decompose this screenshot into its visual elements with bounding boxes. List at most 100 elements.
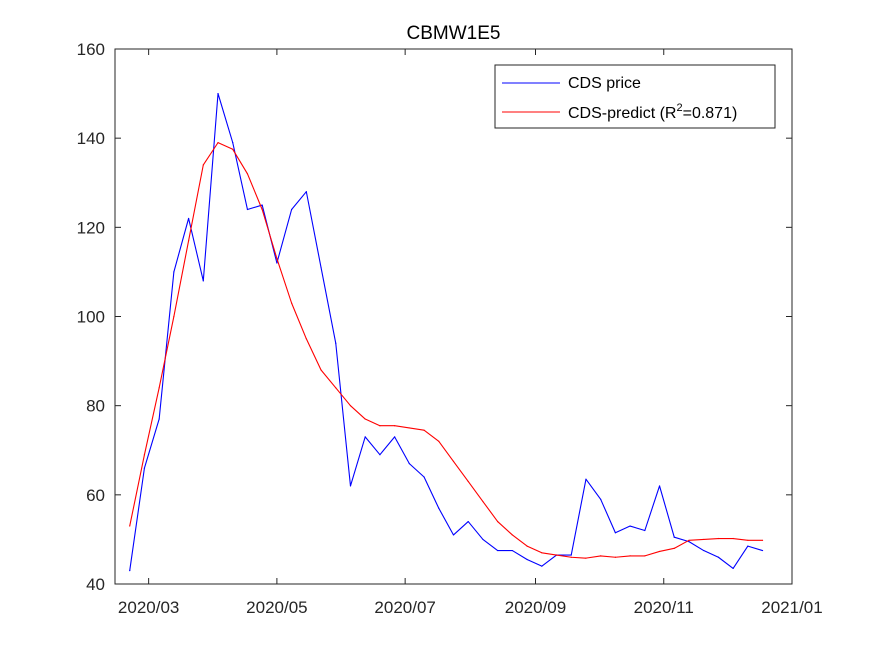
data-point (246, 173, 249, 175)
data-point (232, 148, 234, 150)
data-point (143, 467, 146, 469)
data-point (320, 266, 322, 269)
data-point (482, 500, 484, 503)
data-point (305, 191, 307, 193)
data-point (467, 520, 469, 523)
ticks-layer: 2020/03 2020/05 2020/07 2020/09 2020/11 2021/… (77, 40, 823, 617)
y-tick-label: 100 (77, 308, 105, 327)
y-tick-label: 120 (77, 218, 105, 237)
y-tick-label: 160 (77, 40, 105, 59)
data-point (423, 429, 425, 431)
data-point (541, 552, 543, 554)
data-point (717, 556, 720, 558)
data-point (217, 92, 219, 95)
data-point (570, 556, 572, 558)
data-point (394, 425, 396, 427)
data-point (688, 539, 690, 541)
legend-label-cds-predict-suffix: =0.871) (683, 105, 738, 122)
data-point (555, 554, 558, 556)
data-point (438, 440, 440, 442)
data-point (703, 538, 705, 541)
data-point (511, 549, 513, 552)
data-point (187, 217, 190, 220)
legend-label-cds-predict-prefix: CDS-predict (R (568, 105, 676, 122)
data-point (261, 208, 263, 211)
data-point (526, 558, 528, 561)
data-point (158, 418, 160, 420)
data-point (232, 142, 234, 144)
data-point (629, 525, 631, 527)
data-point (187, 240, 190, 242)
data-point (747, 539, 749, 541)
data-point (614, 532, 616, 534)
chart-title: CBMW1E5 (407, 23, 501, 44)
data-point (335, 342, 337, 344)
data-point (349, 485, 352, 487)
legend-label-cds-price: CDS price (568, 75, 641, 92)
data-point (129, 525, 131, 527)
data-point (717, 537, 720, 540)
data-point (394, 436, 396, 438)
data-point (364, 436, 366, 438)
data-point (585, 478, 587, 480)
data-point (291, 208, 293, 211)
data-point (291, 302, 293, 304)
y-tick-label: 40 (86, 575, 105, 594)
y-tick-label: 140 (77, 129, 105, 148)
data-point (349, 405, 352, 407)
data-point (600, 498, 602, 500)
x-tick-label: 2021/01 (761, 598, 822, 617)
data-point (688, 541, 690, 543)
data-point (173, 271, 175, 273)
data-point (658, 550, 661, 553)
data-point (173, 315, 175, 318)
data-point (408, 427, 410, 429)
y-tick-label: 80 (86, 397, 105, 416)
data-point (202, 280, 204, 282)
data-point (364, 418, 366, 420)
data-point (379, 425, 381, 427)
data-point (246, 208, 249, 211)
data-point (379, 454, 381, 456)
data-point (732, 567, 734, 570)
data-point (600, 555, 602, 557)
data-point (467, 480, 469, 483)
series-line-1 (129, 142, 763, 559)
series-layer (129, 92, 764, 572)
data-point (658, 485, 661, 487)
data-point (644, 529, 646, 532)
data-point (497, 549, 499, 552)
series-1 (129, 142, 764, 559)
data-point (585, 557, 587, 559)
x-tick-label: 2020/11 (634, 598, 694, 617)
data-point (202, 164, 204, 166)
data-point (497, 520, 499, 523)
y-tick-label: 60 (86, 486, 105, 505)
x-tick-label: 2020/03 (118, 598, 179, 617)
legend-label-cds-predict: CDS-predict (R2=0.871) (568, 102, 737, 122)
data-point (276, 257, 278, 260)
data-point (452, 460, 455, 462)
data-point (305, 338, 307, 340)
data-point (408, 463, 410, 465)
data-point (217, 142, 219, 144)
data-point (143, 454, 146, 456)
data-point (438, 507, 440, 509)
data-point (452, 534, 455, 536)
data-point (335, 387, 337, 389)
legend-label-cds-predict-sup: 2 (676, 102, 682, 114)
data-point (761, 549, 764, 552)
x-tick-label: 2020/07 (374, 598, 435, 617)
data-point (423, 476, 425, 478)
data-point (732, 537, 734, 540)
data-point (761, 539, 764, 541)
data-point (129, 570, 131, 572)
data-point (673, 547, 675, 549)
data-point (276, 262, 278, 264)
data-point (320, 369, 322, 371)
data-point (482, 538, 484, 541)
data-point (614, 556, 616, 558)
legend-box (494, 64, 776, 129)
plot-area (115, 49, 792, 584)
